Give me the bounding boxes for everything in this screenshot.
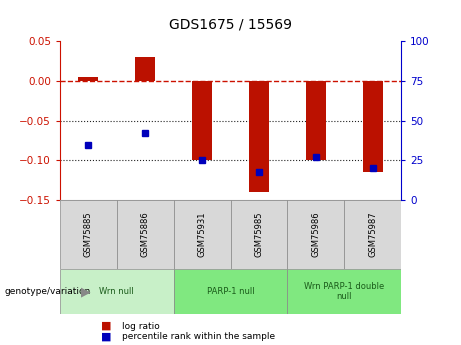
Text: GSM75986: GSM75986 [311,212,320,257]
Text: Wrn PARP-1 double
null: Wrn PARP-1 double null [304,282,384,301]
Text: log ratio: log ratio [122,322,160,331]
Bar [306,81,326,160]
Bar [60,269,174,314]
Bar [249,81,269,192]
Text: PARP-1 null: PARP-1 null [207,287,254,296]
Text: GSM75931: GSM75931 [198,212,207,257]
Text: ■: ■ [101,332,112,341]
Bar [363,81,383,172]
Bar [78,77,98,81]
Text: GSM75985: GSM75985 [254,212,263,257]
Text: ■: ■ [101,321,112,331]
Text: GSM75886: GSM75886 [141,212,150,257]
Bar [344,200,401,269]
Text: ▶: ▶ [81,285,90,298]
Bar [230,200,287,269]
Bar [117,200,174,269]
Bar [287,269,401,314]
Bar [192,81,212,160]
Bar [174,200,230,269]
Bar [60,200,117,269]
Bar [135,57,155,81]
Text: GSM75987: GSM75987 [368,212,377,257]
Text: percentile rank within the sample: percentile rank within the sample [122,332,275,341]
Text: genotype/variation: genotype/variation [5,287,91,296]
Text: Wrn null: Wrn null [100,287,134,296]
Text: GSM75885: GSM75885 [84,212,93,257]
Bar [287,200,344,269]
Text: GDS1675 / 15569: GDS1675 / 15569 [169,17,292,31]
Bar [174,269,287,314]
